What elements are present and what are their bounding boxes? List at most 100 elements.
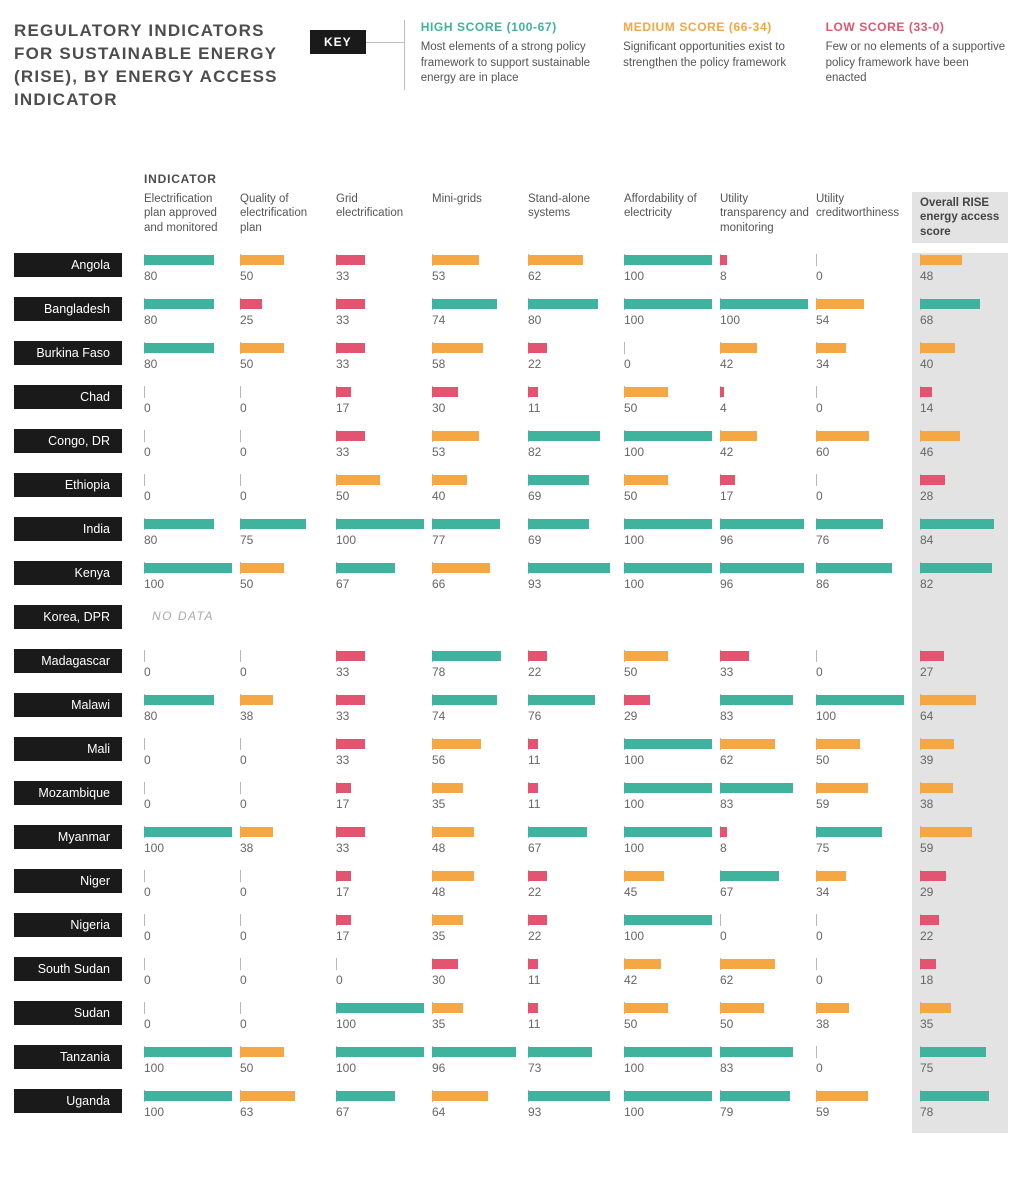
country-label: India [14, 517, 122, 541]
bar-track [920, 299, 1008, 309]
score-bar [336, 739, 365, 749]
score-value: 11 [528, 401, 620, 415]
data-cell: 35 [432, 781, 528, 811]
score-value: 83 [720, 1061, 812, 1075]
bar-track [720, 431, 808, 441]
score-bar [144, 1047, 232, 1057]
score-bar [624, 1003, 668, 1013]
axis-tick [240, 958, 241, 970]
score-value: 48 [432, 841, 524, 855]
axis-tick [144, 738, 145, 750]
score-bar [528, 387, 538, 397]
data-cell: 54 [816, 297, 912, 327]
overall-cell: 82 [912, 561, 1008, 591]
data-cell: 0 [816, 253, 912, 283]
score-bar [432, 519, 500, 529]
score-bar [144, 1091, 232, 1101]
table-row: Niger0017482245673429 [14, 869, 1010, 913]
data-cell: 80 [144, 517, 240, 547]
bar-track [720, 739, 808, 749]
score-value: 50 [720, 1017, 812, 1031]
data-cell: 42 [624, 957, 720, 987]
score-value: 11 [528, 973, 620, 987]
table-row: Myanmar1003833486710087559 [14, 825, 1010, 869]
score-bar [720, 563, 804, 573]
score-value: 33 [336, 709, 428, 723]
score-value: 58 [432, 357, 524, 371]
data-cell: 100 [624, 561, 720, 591]
score-bar [816, 827, 882, 837]
bar-track [920, 1003, 1008, 1013]
score-value: 0 [144, 973, 236, 987]
data-cell: 100 [144, 825, 240, 855]
bar-track [336, 959, 424, 969]
score-bar [240, 343, 284, 353]
data-cell: 0 [816, 385, 912, 415]
score-bar [624, 475, 668, 485]
score-value: 17 [336, 401, 428, 415]
bar-track [624, 475, 712, 485]
legend-desc: Significant opportunities exist to stren… [623, 40, 807, 71]
score-bar [528, 695, 595, 705]
legend-title: LOW SCORE (33-0) [826, 20, 1010, 34]
score-bar [336, 695, 365, 705]
data-cell: 42 [720, 429, 816, 459]
data-cell: 0 [240, 473, 336, 503]
axis-tick [144, 430, 145, 442]
axis-tick [816, 254, 817, 266]
bar-track [816, 871, 904, 881]
data-cell: 33 [336, 341, 432, 371]
score-value: 22 [528, 885, 620, 899]
data-cell: 4 [720, 385, 816, 415]
country-cell: Nigeria [14, 913, 144, 937]
score-bar [920, 1091, 989, 1101]
score-bar [624, 255, 712, 265]
bar-track [816, 1047, 904, 1057]
overall-cell: 29 [912, 869, 1008, 899]
bar-track [336, 783, 424, 793]
score-bar [528, 739, 538, 749]
data-cell: 0 [144, 429, 240, 459]
score-bar [720, 739, 775, 749]
bar-track [144, 1091, 232, 1101]
table-row: Uganda10063676493100795978 [14, 1089, 1010, 1133]
axis-tick [240, 474, 241, 486]
bar-track [624, 299, 712, 309]
data-cell: 0 [240, 649, 336, 679]
data-cell: 76 [816, 517, 912, 547]
score-value: 14 [920, 401, 1004, 415]
axis-tick [816, 1046, 817, 1058]
score-value: 73 [528, 1061, 620, 1075]
data-cell: 53 [432, 253, 528, 283]
country-label: Uganda [14, 1089, 122, 1113]
bar-track [720, 915, 808, 925]
bar-track [816, 563, 904, 573]
data-cell: 33 [336, 693, 432, 723]
score-value: 46 [920, 445, 1004, 459]
bar-track [432, 695, 520, 705]
table-row: India80751007769100967684 [14, 517, 1010, 561]
bar-track [432, 255, 520, 265]
data-cell: 0 [624, 341, 720, 371]
score-value: 50 [624, 665, 716, 679]
bar-track [720, 695, 808, 705]
legend-title: MEDIUM SCORE (66-34) [623, 20, 807, 34]
bar-track [432, 563, 520, 573]
score-value: 33 [336, 313, 428, 327]
score-value: 0 [144, 1017, 236, 1031]
score-value: 100 [144, 1105, 236, 1119]
bar-track [240, 871, 328, 881]
score-value: 0 [240, 401, 332, 415]
score-bar [336, 475, 380, 485]
bar-track [528, 343, 616, 353]
score-bar [528, 255, 583, 265]
bar-track [624, 519, 712, 529]
data-cell: 79 [720, 1089, 816, 1119]
score-bar [624, 827, 712, 837]
bar-track [528, 739, 616, 749]
data-cell: 80 [528, 297, 624, 327]
data-cell: 77 [432, 517, 528, 547]
bar-track [624, 343, 712, 353]
bar-track [816, 519, 904, 529]
bar-track [240, 1091, 328, 1101]
